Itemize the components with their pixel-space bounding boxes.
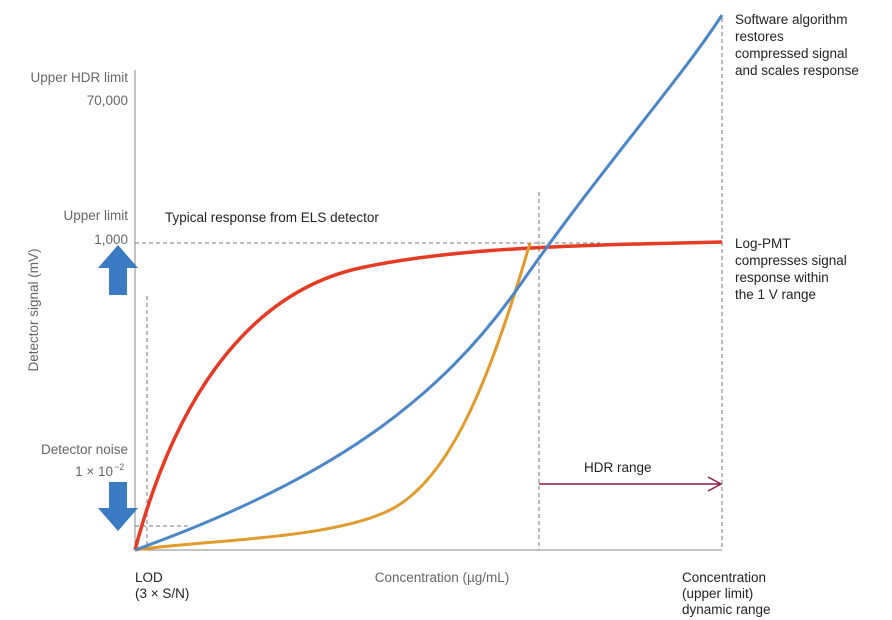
up-arrow [98,245,138,295]
annotation: Software algorithm [735,12,848,27]
y-label: Detector noise [41,442,128,457]
hdr-curve [134,14,724,552]
log-pmt-curve [133,240,723,551]
annotation: HDR range [584,460,652,475]
x-label: (upper limit) [682,586,753,601]
y-label: Upper limit [63,208,128,223]
x-label: dynamic range [682,602,771,617]
y-axis-title: Detector signal (mV) [26,248,41,371]
down-arrow [98,482,138,531]
y-label: Upper HDR limit [30,70,128,85]
annotation: restores [735,29,784,44]
annotation: response within [735,270,829,285]
y-value: 1 × 10 [75,464,113,479]
x-label: (3 × S/N) [135,586,189,601]
hdr-range-arrowhead [707,476,723,492]
els-curve [134,242,532,552]
x-label: LOD [135,570,163,585]
annotation: compressed signal [735,46,848,61]
x-label: Concentration [682,570,766,585]
y-value: 70,000 [87,93,128,108]
annotation: Log-PMT [735,236,791,251]
x-axis-title: Concentration (µg/mL) [375,570,510,585]
annotation: and scales response [735,63,859,78]
y-value-exponent: −2 [114,462,124,472]
annotation: compresses signal [735,253,847,268]
annotation: Typical response from ELS detector [165,210,379,225]
y-value: 1,000 [94,232,128,247]
annotation: the 1 V range [735,287,816,302]
